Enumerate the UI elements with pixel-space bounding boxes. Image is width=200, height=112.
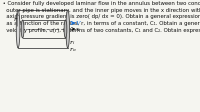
Text: r$_o$: r$_o$ [69, 46, 77, 54]
Text: r$_i$: r$_i$ [69, 39, 75, 47]
Text: x: x [76, 27, 80, 31]
Ellipse shape [64, 20, 67, 38]
Text: V: V [76, 20, 81, 26]
Ellipse shape [21, 20, 24, 38]
Text: r: r [13, 17, 16, 22]
Ellipse shape [66, 10, 70, 48]
Ellipse shape [16, 10, 20, 48]
Text: • Consider fully developed laminar flow in the annulus between two concentric pi: • Consider fully developed laminar flow … [1, 1, 200, 32]
